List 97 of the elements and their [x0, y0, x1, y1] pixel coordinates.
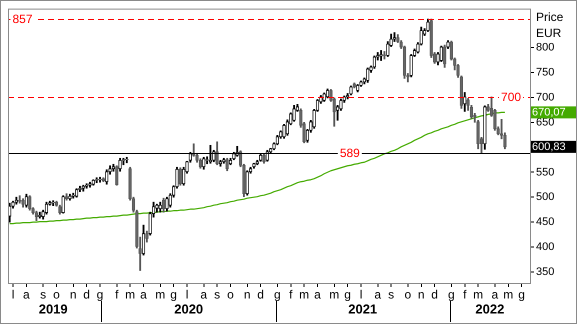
x-tick-label: g	[170, 288, 177, 302]
x-tick-label: f	[115, 288, 120, 302]
candlestick	[226, 158, 229, 172]
x-tick-label: s	[388, 288, 394, 302]
x-tick-label: m	[299, 288, 310, 302]
y-axis-title: Price EUR	[536, 10, 564, 40]
x-tick-label: o	[227, 288, 234, 302]
candlestick	[443, 44, 446, 68]
candlestick	[372, 56, 376, 69]
candlestick	[440, 46, 443, 62]
x-tick-label: m	[155, 288, 166, 302]
x-tick-label: g	[518, 288, 525, 302]
y-tick-label: 350	[536, 266, 554, 278]
y-tick-label: 400	[536, 241, 554, 254]
candlestick	[142, 224, 146, 256]
ref-line-label: 857	[12, 12, 33, 26]
x-tick-label: a	[140, 288, 148, 302]
text: 2021	[348, 302, 378, 317]
candlestick	[218, 160, 222, 167]
text: 600,83	[532, 140, 566, 153]
candlestick	[52, 200, 55, 206]
x-tick-label: f	[463, 288, 468, 302]
x-tick-label: m	[473, 288, 484, 302]
x-tick-label: g	[344, 288, 351, 302]
candlestick	[95, 177, 98, 184]
candlestick	[246, 170, 249, 196]
ref-line-label: 700	[501, 90, 522, 104]
candlestick	[8, 202, 12, 222]
x-tick-label: d	[83, 288, 90, 302]
candlestick	[326, 88, 330, 98]
x-tick-label: l	[12, 288, 14, 302]
candlestick	[62, 195, 65, 214]
candlestick	[21, 198, 25, 208]
candlestick	[202, 156, 206, 170]
candlestick	[28, 195, 32, 210]
x-tick-label: m	[125, 288, 136, 302]
candlestick	[68, 194, 72, 201]
x-tick-label: a	[492, 288, 499, 302]
x-tick-label: g	[448, 288, 455, 302]
candlestick	[366, 68, 370, 83]
x-tick-label: a	[314, 288, 322, 302]
x-tick-label: f	[289, 288, 294, 302]
candlestick	[165, 196, 169, 212]
candlestick	[112, 164, 116, 172]
text: 2022	[475, 302, 504, 317]
candlestick	[98, 176, 102, 183]
x-tick-label: o	[53, 288, 60, 302]
x-tick-label: n	[244, 288, 251, 302]
candlestick	[115, 165, 118, 186]
candlestick	[118, 158, 122, 172]
x-tick-label: m	[503, 288, 514, 302]
candlestick	[292, 105, 296, 122]
candlestick	[446, 40, 450, 49]
x-tick-label: d	[431, 288, 438, 302]
candlestick	[24, 194, 28, 208]
x-tick-label: g	[274, 288, 281, 302]
candlestick	[426, 18, 430, 32]
candlestick	[483, 106, 486, 150]
x-tick-label: s	[214, 288, 220, 302]
candlestick	[222, 158, 226, 164]
candlestick	[463, 92, 466, 112]
x-tick-label: l	[360, 288, 362, 302]
candlestick	[178, 167, 182, 186]
text: 670,07	[532, 106, 566, 118]
x-tick-label: a	[200, 288, 208, 302]
x-tick-label: n	[418, 288, 425, 302]
x-tick-label: l	[186, 288, 188, 302]
candlestick	[162, 198, 166, 212]
x-tick-label: o	[404, 288, 412, 302]
candlestick	[125, 156, 128, 164]
candlestick	[88, 182, 92, 188]
x-tick-label: g	[96, 288, 104, 302]
y-tick-label: 650	[536, 116, 554, 128]
ref-line-label: 589	[340, 146, 360, 160]
candlestick	[105, 169, 108, 185]
candlestick	[349, 86, 353, 96]
x-tick-label: n	[70, 288, 77, 302]
y-tick-label: 700	[536, 91, 554, 104]
x-tick-label: a	[374, 288, 382, 302]
candlestick	[198, 158, 202, 169]
candlestick	[382, 51, 386, 60]
x-tick-label: m	[329, 288, 340, 302]
candlestick	[34, 210, 38, 221]
x-tick-label: a	[23, 288, 30, 302]
candlestick	[102, 177, 105, 182]
x-tick-label: d	[257, 288, 264, 302]
y-tick-label: 500	[536, 191, 554, 204]
y-tick-label: 750	[536, 66, 554, 78]
candlestick	[262, 153, 266, 164]
text: 2020	[174, 302, 204, 317]
y-tick-label: 450	[536, 216, 554, 228]
x-tick-label: s	[40, 288, 46, 302]
y-tick-label: 800	[536, 42, 554, 54]
text: 2019	[38, 302, 68, 317]
candlestick	[92, 179, 95, 186]
candlestick	[64, 193, 68, 201]
y-tick-label: 550	[536, 166, 554, 178]
